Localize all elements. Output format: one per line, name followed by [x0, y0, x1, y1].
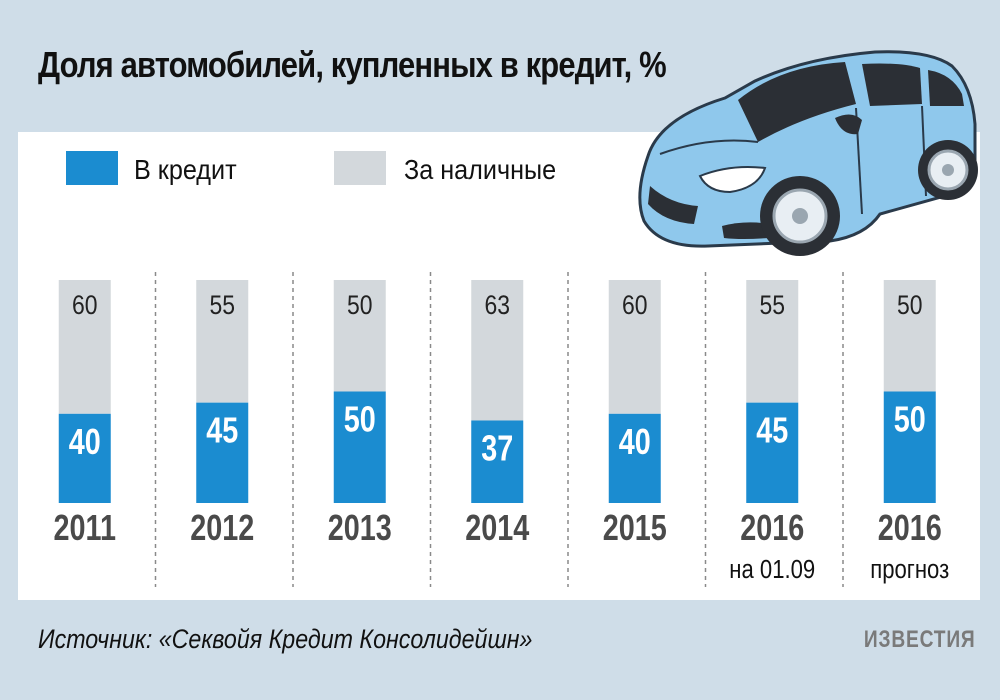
bar-credit [608, 413, 661, 503]
legend-swatch-cash [334, 151, 386, 185]
bar-credit [333, 391, 386, 503]
bar-credit [746, 402, 799, 503]
value-label-cash: 63 [484, 290, 510, 320]
category-label: 2012 [190, 507, 254, 548]
car-illustration [638, 50, 978, 256]
bar-credit [471, 420, 524, 503]
bar-cash [196, 280, 249, 403]
value-label-credit: 40 [69, 421, 101, 462]
value-label-credit: 40 [619, 421, 651, 462]
value-label-cash: 50 [347, 290, 373, 320]
value-label-cash: 60 [622, 290, 648, 320]
value-label-credit: 45 [206, 410, 238, 451]
category-sublabel: прогноз [870, 555, 949, 584]
value-label-cash: 55 [759, 290, 785, 320]
category-label: 2014 [465, 507, 529, 548]
value-label-cash: 50 [897, 290, 923, 320]
bar-cash [58, 280, 111, 414]
bar-cash [883, 280, 936, 392]
category-sublabel: на 01.09 [729, 555, 815, 584]
legend-label-cash: За наличные [404, 154, 557, 185]
value-label-credit: 50 [344, 398, 376, 439]
value-label-credit: 50 [894, 398, 926, 439]
value-label-cash: 60 [72, 290, 98, 320]
legend-label-credit: В кредит [134, 154, 237, 185]
category-label: 2016 [878, 507, 942, 548]
chart-title: Доля автомобилей, купленных в кредит, % [38, 44, 667, 85]
category-label: 2016 [740, 507, 804, 548]
legend-swatch-credit [66, 151, 118, 185]
bar-credit [196, 402, 249, 503]
brand-logo: ИЗВЕСТИЯ [864, 626, 976, 653]
bar-cash [608, 280, 661, 414]
source-note: Источник: «Секвойя Кредит Консолидейшн» [38, 624, 533, 654]
bar-chart: 60 40 2011 55 45 2012 50 50 2013 63 37 2014 60 40 2015… [54, 272, 949, 587]
bar-credit [58, 413, 111, 503]
value-label-credit: 45 [756, 410, 788, 451]
value-label-cash: 55 [209, 290, 235, 320]
bar-credit [883, 391, 936, 503]
category-label: 2015 [603, 507, 667, 548]
category-label: 2011 [54, 507, 116, 548]
category-label: 2013 [328, 507, 392, 548]
value-label-credit: 37 [481, 427, 513, 468]
bar-cash [333, 280, 386, 392]
bar-cash [746, 280, 799, 403]
bar-cash [471, 280, 524, 421]
